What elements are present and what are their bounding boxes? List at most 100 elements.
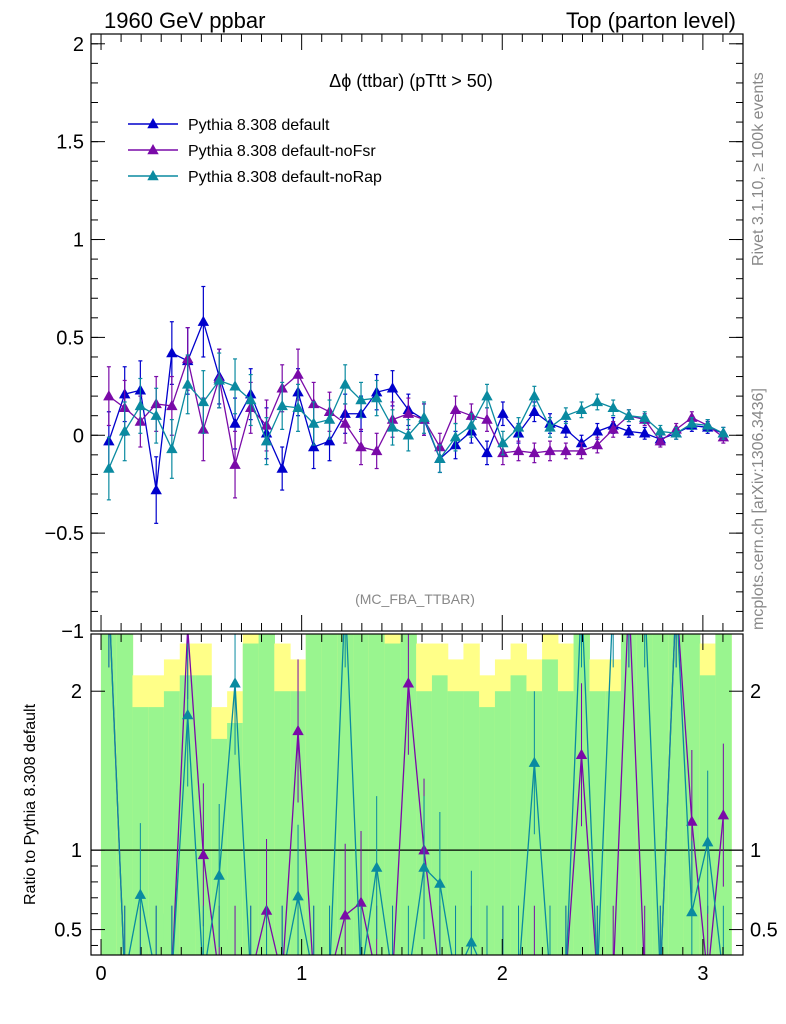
- ratio-point: [418, 861, 430, 872]
- data-point: [607, 423, 619, 434]
- ratio-ytick-label-right: 2: [750, 681, 761, 703]
- ratio-point: [213, 971, 224, 981]
- data-point: [481, 413, 493, 424]
- ratio-band-green: [479, 707, 496, 955]
- ratio-point: [544, 971, 555, 981]
- data-point: [418, 411, 430, 422]
- data-point: [355, 441, 367, 452]
- ratio-point: [387, 971, 398, 981]
- xtick-label: 0: [95, 963, 106, 985]
- data-point: [339, 378, 351, 389]
- main-ytick-label: −1: [61, 621, 84, 643]
- ratio-point: [560, 971, 571, 981]
- data-point: [717, 427, 730, 438]
- legend-label: Pythia 8.308 default: [188, 117, 330, 134]
- data-point: [229, 458, 241, 469]
- ratio-point: [465, 936, 478, 947]
- ratio-point: [166, 971, 177, 981]
- analysis-watermark: (MC_FBA_TTBAR): [355, 591, 475, 607]
- legend-marker: [147, 144, 159, 155]
- ratio-point: [151, 971, 162, 981]
- ratio-point: [371, 971, 382, 981]
- data-point: [339, 417, 351, 428]
- data-point: [560, 423, 572, 434]
- data-point: [512, 444, 525, 456]
- legend-marker: [147, 118, 159, 129]
- ratio-band-green: [384, 643, 401, 955]
- ratio-point: [166, 971, 177, 981]
- series-2: [103, 352, 730, 501]
- ratio-point: [198, 971, 209, 981]
- ratio-point: [608, 971, 619, 981]
- ratio-band-green: [463, 691, 480, 955]
- ratio-point: [513, 971, 524, 981]
- data-point: [544, 444, 556, 456]
- data-point: [370, 444, 383, 456]
- xtick-label: 1: [296, 963, 307, 985]
- ratio-point: [308, 971, 319, 981]
- ratio-ytick-label-left: 2: [71, 681, 82, 703]
- data-point: [355, 394, 367, 405]
- data-point: [323, 435, 336, 446]
- main-ytick-label: 1: [73, 230, 84, 252]
- data-point: [575, 437, 588, 448]
- data-point: [150, 484, 162, 495]
- energy-label: 1960 GeV ppbar: [104, 8, 265, 33]
- main-ytick-label: 0: [73, 425, 84, 447]
- ratio-point: [655, 971, 666, 981]
- ratio-point: [434, 877, 446, 888]
- ratio-point: [339, 909, 351, 920]
- ratio-band-green: [557, 691, 575, 955]
- mcplots-label: mcplots.cern.ch [arXiv:1306.3436]: [750, 388, 767, 630]
- ratio-band-green: [447, 691, 464, 955]
- data-point: [449, 431, 462, 442]
- ratio-point: [276, 971, 287, 981]
- legend-label: Pythia 8.308 default-noRap: [188, 169, 382, 186]
- data-point: [591, 439, 604, 450]
- ratio-panel: 0.5 0.5 1 1 2 2 Ratio to Pythia 8.308 default: [22, 633, 778, 981]
- ratio-point: [308, 971, 319, 981]
- ratio-point: [181, 709, 194, 720]
- data-point: [481, 390, 493, 401]
- data-point: [623, 409, 635, 420]
- data-point: [292, 401, 304, 413]
- rivet-label: Rivet 3.1.10, ≥ 100k events: [750, 72, 767, 266]
- data-point: [134, 399, 147, 411]
- ratio-point: [450, 971, 461, 981]
- ratio-point: [245, 971, 256, 981]
- ratio-band-green: [227, 722, 244, 955]
- ratio-band-green: [542, 659, 559, 955]
- data-point: [512, 421, 525, 432]
- ratio-line: [109, 634, 722, 955]
- main-ytick-label: −0.5: [45, 523, 84, 545]
- ratio-band-green: [510, 675, 527, 955]
- ratio-ytick-label-left: 0.5: [54, 920, 82, 942]
- ratio-band-green: [494, 691, 512, 955]
- ratio-point: [292, 724, 304, 736]
- data-point: [686, 411, 698, 422]
- xtick-label: 3: [697, 963, 708, 985]
- data-point: [560, 409, 572, 420]
- ratio-point: [639, 971, 650, 981]
- ratio-point: [355, 971, 366, 981]
- ratio-point: [276, 971, 287, 981]
- ratio-point: [387, 971, 398, 981]
- ratio-ylabel: Ratio to Pythia 8.308 default: [22, 703, 39, 905]
- data-point: [244, 394, 257, 405]
- data-point: [560, 444, 572, 456]
- ratio-point: [402, 677, 415, 688]
- ratio-point: [575, 748, 588, 759]
- data-point: [103, 462, 115, 473]
- series-line: [108, 356, 724, 465]
- data-point: [307, 417, 320, 428]
- main-ytick-label: 2: [73, 34, 84, 56]
- data-point: [260, 435, 273, 446]
- ratio-point: [119, 971, 130, 981]
- main-ytick-label: 1.5: [56, 132, 84, 154]
- chart-title: Δϕ (ttbar) (pTtt > 50): [329, 71, 493, 91]
- ratio-band-green: [668, 634, 685, 955]
- ratio-point: [686, 815, 698, 826]
- ratio-series-1: [108, 634, 724, 981]
- data-point: [181, 378, 194, 389]
- ratio-band-green: [258, 634, 275, 955]
